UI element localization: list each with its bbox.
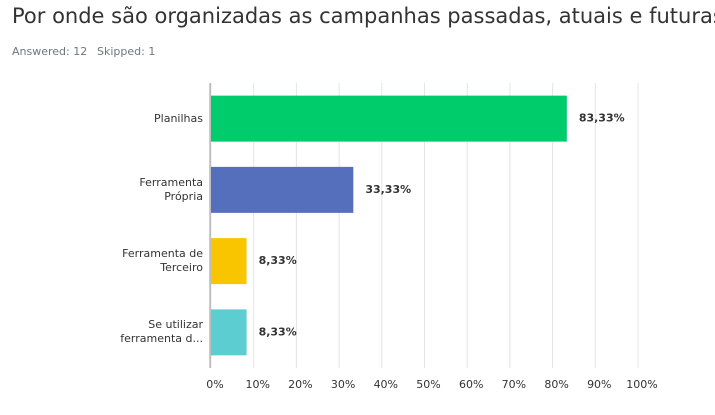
x-tick-label: 80% (544, 378, 568, 391)
value-label: 8,33% (259, 254, 297, 267)
x-tick-label: 20% (288, 378, 312, 391)
answered-count: Answered: 12 (12, 45, 88, 58)
value-label: 83,33% (579, 112, 625, 125)
x-tick-label: 0% (206, 378, 223, 391)
x-tick-label: 70% (502, 378, 526, 391)
bar (211, 166, 354, 213)
x-tick-label: 90% (587, 378, 611, 391)
y-tick-label: Planilhas (154, 111, 203, 125)
value-label: 8,33% (259, 325, 297, 338)
x-tick-label: 100% (626, 378, 657, 391)
chart-title: Por onde são organizadas as campanhas pa… (12, 4, 715, 28)
x-tick-label: 60% (459, 378, 483, 391)
x-tick-label: 40% (374, 378, 398, 391)
skipped-count: Skipped: 1 (97, 45, 156, 58)
bar (211, 238, 247, 285)
y-tick-label: Ferramenta de Terceiro (122, 247, 203, 275)
value-label: 33,33% (365, 183, 411, 196)
y-tick-label: Se utilizar ferramenta d... (120, 318, 203, 346)
bar (211, 309, 247, 356)
x-tick-label: 50% (416, 378, 440, 391)
x-tick-label: 30% (331, 378, 355, 391)
y-tick-label: Ferramenta Própria (139, 175, 203, 203)
x-tick-label: 10% (245, 378, 269, 391)
bar (211, 95, 567, 142)
